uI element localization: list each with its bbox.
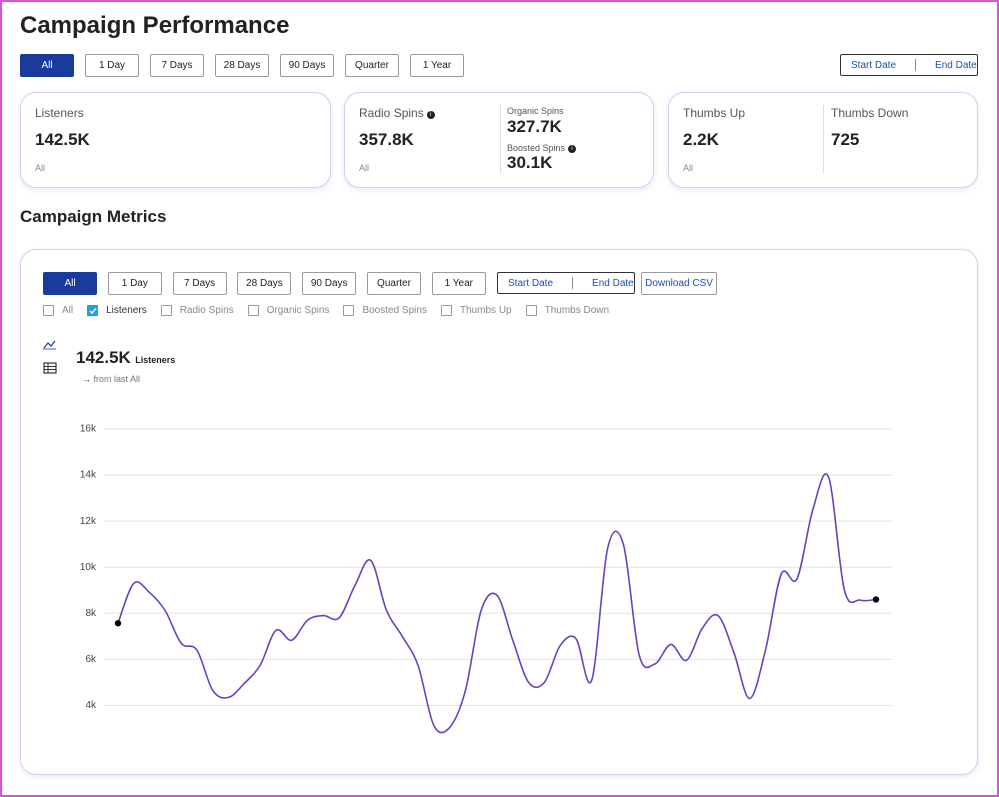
- end-date[interactable]: End Date: [935, 59, 977, 71]
- y-tick-label: 4k: [85, 700, 97, 711]
- checkbox[interactable]: Thumbs Up: [440, 305, 512, 316]
- checkbox-label: Thumbs Down: [544, 305, 610, 316]
- filter-button[interactable]: 1 Year: [431, 272, 486, 295]
- info-icon[interactable]: i: [568, 145, 577, 153]
- summary-value: 142.5K: [76, 348, 131, 367]
- checkbox-box[interactable]: [160, 305, 172, 316]
- divider: [823, 105, 824, 173]
- card-label: Radio Spins i: [359, 106, 435, 120]
- check-mark: [89, 307, 97, 314]
- y-tick-label: 10k: [80, 562, 97, 573]
- stat-card: Listeners 142.5K All: [20, 92, 331, 188]
- view-icons: [43, 340, 57, 374]
- card-label: Thumbs Down: [831, 106, 909, 120]
- card-label-text: Radio Spins: [359, 106, 424, 120]
- arrow-icon: →: [82, 374, 91, 384]
- filter-button[interactable]: 90 Days: [280, 54, 334, 77]
- end-marker: [872, 596, 880, 603]
- card-value: 725: [831, 130, 860, 149]
- section-title: Campaign Metrics: [20, 207, 167, 226]
- filter-button[interactable]: Quarter: [367, 272, 421, 295]
- stat-card: Thumbs Up 2.2K All Thumbs Down 725: [668, 92, 978, 188]
- checkbox-box[interactable]: [43, 305, 54, 316]
- start-date[interactable]: Start Date: [508, 277, 554, 289]
- divider: [572, 277, 574, 289]
- end-marker: [114, 620, 122, 627]
- stat-card: Radio Spins i 357.8K All Organic Spins 32…: [344, 92, 654, 188]
- filter-button[interactable]: 90 Days: [302, 272, 357, 295]
- page-title: Campaign Performance: [20, 12, 290, 39]
- filter-button[interactable]: All: [43, 272, 97, 295]
- info-icon[interactable]: i: [426, 111, 435, 119]
- checkbox-box[interactable]: [440, 305, 452, 316]
- filter-button[interactable]: 1 Year: [410, 54, 464, 77]
- table-view-icon[interactable]: [43, 362, 57, 374]
- checkbox-box[interactable]: [87, 305, 99, 316]
- checkbox-box[interactable]: [343, 305, 355, 316]
- icon-part: [44, 363, 56, 373]
- summary-change: → from last All: [82, 374, 140, 384]
- card-value: 357.8K: [359, 130, 414, 149]
- filter-button[interactable]: 28 Days: [237, 272, 292, 295]
- checkbox[interactable]: Radio Spins: [160, 305, 234, 316]
- checkbox-label: Listeners: [106, 305, 147, 316]
- card-period: All: [683, 163, 694, 173]
- filter-button[interactable]: 7 Days: [150, 54, 204, 77]
- y-tick-label: 8k: [85, 608, 97, 619]
- sub-label: Organic Spins: [507, 106, 564, 116]
- filter-button[interactable]: 7 Days: [172, 272, 227, 295]
- checkbox-group: All Listeners Radio Spins Organic Spins Boos…: [43, 305, 623, 316]
- sub-value: 327.7K: [507, 117, 562, 136]
- download-button[interactable]: Download CSV: [641, 272, 717, 295]
- summary: 142.5K Listeners: [76, 348, 175, 368]
- card-label: Listeners: [35, 106, 84, 120]
- checkbox-box[interactable]: [247, 305, 259, 316]
- y-tick-label: 6k: [85, 654, 97, 665]
- sub-label-text: Boosted Spins: [507, 143, 566, 153]
- summary-label: Listeners: [135, 355, 176, 365]
- filter-button[interactable]: Quarter: [345, 54, 399, 77]
- y-tick-label: 12k: [80, 516, 97, 527]
- card-value: 2.2K: [683, 130, 719, 149]
- metrics-panel: [20, 249, 978, 775]
- date-range[interactable]: Start Date End Date: [840, 54, 978, 76]
- end-date[interactable]: End Date: [592, 277, 634, 289]
- y-tick-label: 16k: [80, 424, 97, 435]
- card-period: All: [35, 163, 46, 173]
- line-view-icon[interactable]: [43, 340, 56, 349]
- date-range[interactable]: Start Date End Date: [497, 272, 635, 294]
- checkbox[interactable]: Listeners: [87, 305, 147, 316]
- filter-button[interactable]: 1 Day: [85, 54, 139, 77]
- checkbox[interactable]: All: [43, 305, 73, 316]
- filter-button[interactable]: 1 Day: [107, 272, 162, 295]
- checkbox[interactable]: Organic Spins: [247, 305, 330, 316]
- divider: [915, 59, 917, 71]
- sub-label: Boosted Spins i: [507, 143, 577, 153]
- card-value: 142.5K: [35, 130, 90, 149]
- divider: [500, 105, 501, 173]
- filter-button[interactable]: All: [20, 54, 74, 77]
- change-text: from last All: [93, 374, 141, 384]
- checkbox-label: Thumbs Up: [459, 305, 512, 316]
- checkbox[interactable]: Boosted Spins: [343, 305, 427, 316]
- checkbox-box[interactable]: [525, 305, 537, 316]
- card-label: Thumbs Up: [683, 106, 746, 120]
- checkbox[interactable]: Thumbs Down: [525, 305, 610, 316]
- sub-value: 30.1K: [507, 153, 553, 172]
- card-period: All: [359, 163, 370, 173]
- checkbox-label: All: [62, 305, 74, 316]
- checkbox-label: Radio Spins: [179, 305, 234, 316]
- line-series: [117, 473, 877, 734]
- y-tick-label: 14k: [80, 470, 97, 481]
- checkbox-label: Boosted Spins: [362, 305, 427, 316]
- start-date[interactable]: Start Date: [851, 59, 897, 71]
- filter-button[interactable]: 28 Days: [215, 54, 269, 77]
- checkbox-label: Organic Spins: [266, 305, 330, 316]
